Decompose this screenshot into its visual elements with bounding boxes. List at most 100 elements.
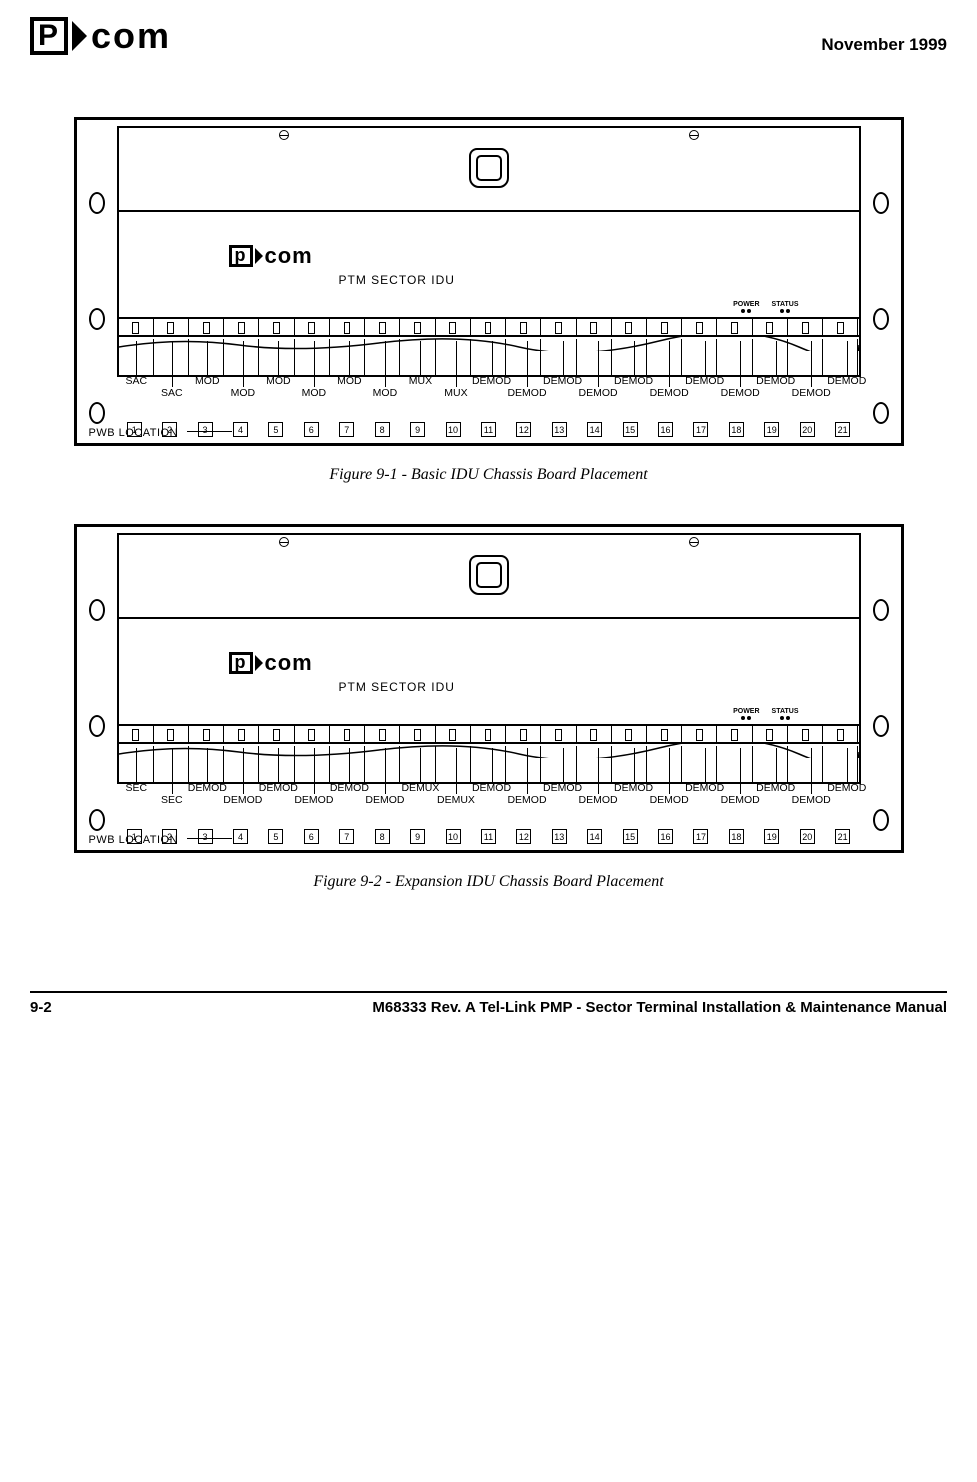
slot-number: 19 [764,422,779,437]
leader-line [705,748,706,782]
slot-label: DEMOD [579,794,618,806]
leader-line [598,341,599,387]
slot-number: 21 [835,422,850,437]
leader-line [314,748,315,794]
slot-label: SEC [161,794,183,806]
leader-line [527,341,528,387]
chassis-inner: pcomPTM SECTOR IDUPOWERSTATUS [117,533,861,784]
figure-caption: Figure 9-1 - Basic IDU Chassis Board Pla… [30,466,947,484]
leader-line [669,748,670,794]
leader-line [349,341,350,375]
slot-number: 18 [729,829,744,844]
slot-label: DEMOD [330,782,369,794]
mounting-hole-icon [873,308,889,330]
slot-number: 16 [658,422,673,437]
leader-line [669,341,670,387]
leader-line [385,341,386,387]
slot-label: MOD [302,387,327,399]
leader-line [278,341,279,375]
logo-p-box: P [30,17,68,55]
slot-label: DEMOD [543,782,582,794]
slot-label: DEMOD [507,387,546,399]
screw-icon [689,537,699,547]
slot-label: DEMOD [756,782,795,794]
slot-label: DEMOD [507,794,546,806]
slot-number: 10 [446,829,461,844]
mounting-hole-icon [89,308,105,330]
slot-label: DEMUX [437,794,475,806]
slot-number: 16 [658,829,673,844]
slot-number: 4 [233,829,248,844]
mounting-hole-icon [873,402,889,424]
slot-label: DEMOD [721,387,760,399]
slot-number: 19 [764,829,779,844]
figure-1: pcomPTM SECTOR IDUPOWERSTATUSSACMODMODMO… [30,117,947,484]
mounting-hole-icon [89,715,105,737]
slot-label: DEMOD [259,782,298,794]
leader-line [243,748,244,794]
slot-label: DEMOD [223,794,262,806]
screw-icon [279,130,289,140]
leader-line [598,748,599,794]
leader-line [563,341,564,375]
handle-icon [469,555,509,595]
leader-line [136,748,137,782]
slot-label: DEMOD [294,794,333,806]
mounting-hole-icon [89,809,105,831]
slot-number: 15 [623,422,638,437]
slot-number: 4 [233,422,248,437]
mounting-hole-icon [873,599,889,621]
slot-label: DEMOD [579,387,618,399]
mounting-hole-icon [89,599,105,621]
slot-number: 3 [198,829,213,844]
slot-label: SEC [125,782,147,794]
figure-caption: Figure 9-2 - Expansion IDU Chassis Board… [30,873,947,891]
chassis-inner: pcomPTM SECTOR IDUPOWERSTATUS [117,126,861,377]
slot-label: DEMOD [685,375,724,387]
leader-line [492,748,493,782]
leader-line [278,748,279,782]
labels-area: SACMODMODMODMUXDEMODDEMODDEMODDEMODDEMOD… [117,377,861,437]
slot-label: DEMOD [827,375,866,387]
slot-label: MOD [195,375,220,387]
slot-label: MOD [266,375,291,387]
figure-2: pcomPTM SECTOR IDUPOWERSTATUSSECDEMODDEM… [30,524,947,891]
leader-line [847,341,848,375]
leader-line [634,341,635,375]
leader-line [349,748,350,782]
slot-number: 8 [375,829,390,844]
slot-number: 5 [268,422,283,437]
pwb-location-label: PWB LOCATION [89,427,179,439]
leader-line [314,341,315,387]
slot-label: DEMOD [365,794,404,806]
slot-number: 5 [268,829,283,844]
leader-line [207,748,208,782]
slot-label: DEMOD [792,387,831,399]
slot-label: DEMOD [721,794,760,806]
slot-label: DEMUX [401,782,439,794]
slot-label: DEMOD [188,782,227,794]
leader-line [456,748,457,794]
logo-text: com [91,15,171,57]
slot-number: 17 [693,829,708,844]
slot-number: 15 [623,829,638,844]
leader-line [705,341,706,375]
slot-number: 7 [339,422,354,437]
leader-line [776,341,777,375]
slot-number: 3 [198,422,213,437]
pcom-logo: Pcom [30,15,171,57]
slot-label: DEMOD [614,782,653,794]
handle-icon [469,148,509,188]
slot-number: 11 [481,422,496,437]
logo-triangle-icon [72,21,87,51]
slot-number: 21 [835,829,850,844]
leader-line [563,748,564,782]
leader-line [420,341,421,375]
slot-label: MUX [444,387,467,399]
leader-line [811,748,812,794]
slot-number: 9 [410,829,425,844]
slot-number: 8 [375,422,390,437]
slot-number: 12 [516,829,531,844]
leader-line [527,748,528,794]
chassis-frame: pcomPTM SECTOR IDUPOWERSTATUSSACMODMODMO… [74,117,904,446]
